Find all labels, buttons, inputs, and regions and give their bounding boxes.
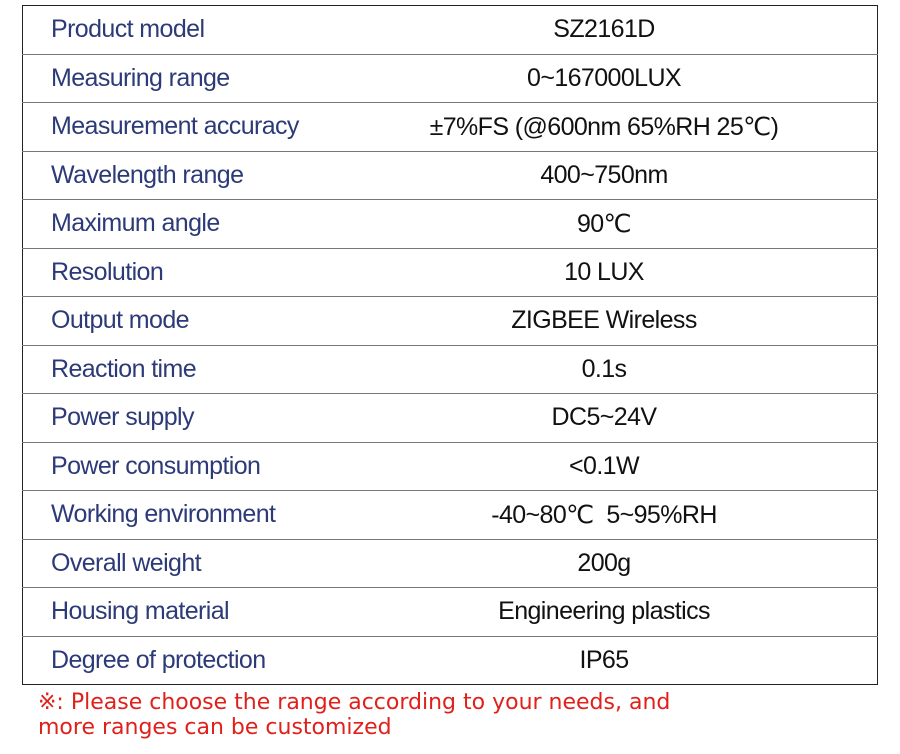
spec-value: 0.1s (411, 345, 878, 394)
spec-value: DC5~24V (411, 393, 878, 443)
spec-label: Degree of protection (51, 645, 266, 674)
note-line: more ranges can be customized (38, 715, 392, 740)
spec-value: <0.1W (411, 442, 878, 491)
spec-value: 10 LUX (411, 248, 878, 297)
spec-value: 0~167000LUX (411, 54, 878, 103)
spec-label: Output mode (22, 296, 411, 346)
spec-row: Reaction time 0.1s (22, 345, 878, 394)
spec-label: Measuring range (22, 54, 411, 103)
spec-row: Housing material Engineering plastics (22, 587, 878, 637)
spec-label: Product model (22, 5, 411, 55)
spec-value: -40~80℃ 5~95%RH (411, 490, 878, 540)
spec-row: Resolution 10 LUX (22, 248, 878, 297)
spec-label: Maximum angle (22, 199, 411, 249)
spec-row: Power supply DC5~24V (22, 393, 878, 443)
spec-label: Measurement accuracy (22, 102, 411, 152)
spec-value: 90℃ (411, 199, 878, 249)
note: ※: Please choose the range according to … (38, 690, 670, 740)
spec-row: Working environment -40~80℃ 5~95%RH (22, 490, 878, 540)
spec-label: Power consumption (22, 442, 411, 491)
spec-row: Measurement accuracy ±7%FS (@600nm 65%RH … (22, 102, 878, 152)
spec-value: ±7%FS (@600nm 65%RH 25℃) (411, 102, 878, 152)
spec-value: Engineering plastics (411, 587, 878, 637)
spec-label: Resolution (22, 248, 411, 297)
spec-row: Overall weight 200g (22, 539, 878, 588)
spec-row: Output mode ZIGBEE Wireless (22, 296, 878, 346)
spec-label: Housing material (22, 587, 411, 637)
spec-row: Maximum angle 90℃ (22, 199, 878, 249)
spec-label: Overall weight (22, 539, 411, 588)
spec-table: Product model SZ2161D Measuring range 0~167… (22, 5, 878, 685)
note-line: ※: Please choose the range according to … (38, 690, 671, 715)
spec-value: IP65 (579, 645, 629, 674)
spec-row: Power consumption <0.1W (22, 442, 878, 491)
spec-label: Working environment (22, 490, 411, 540)
spec-value: ZIGBEE Wireless (411, 296, 878, 346)
spec-row: Measuring range 0~167000LUX (22, 54, 878, 103)
spec-label: Power supply (22, 393, 411, 443)
spec-label: Reaction time (22, 345, 411, 394)
spec-value: SZ2161D (411, 5, 878, 55)
spec-row: Product model SZ2161D (22, 5, 878, 55)
spec-label: Wavelength range (22, 151, 411, 200)
spec-row: Degree of protection IP65 (23, 636, 878, 685)
spec-value: 400~750nm (411, 151, 878, 200)
spec-value: 200g (411, 539, 878, 588)
spec-row: Wavelength range 400~750nm (22, 151, 878, 200)
